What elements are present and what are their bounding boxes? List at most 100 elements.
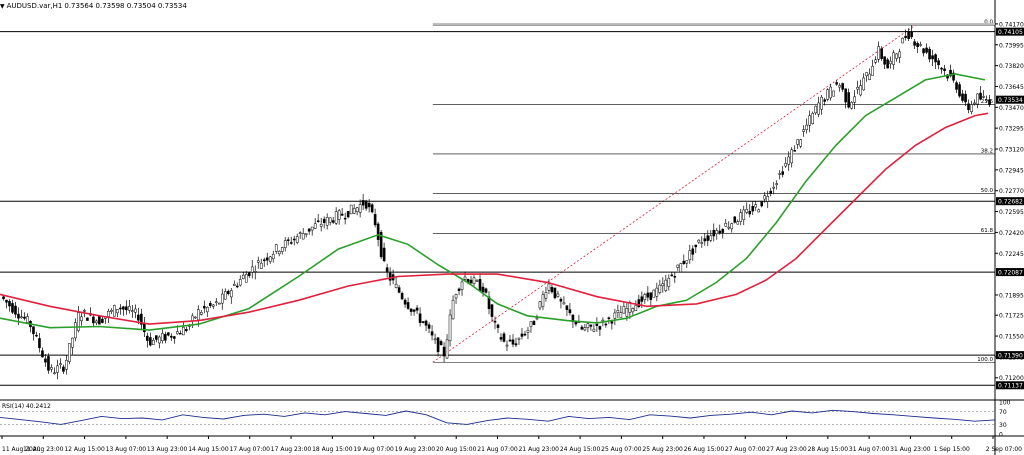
candle-body	[445, 339, 449, 359]
rsi-tick-label: 100	[999, 400, 1011, 407]
candle-body	[553, 287, 557, 299]
candle-body	[484, 288, 488, 293]
candle-body	[475, 280, 479, 282]
candle-body	[32, 326, 35, 335]
candle-body	[805, 124, 808, 130]
candle-body	[107, 311, 110, 317]
candle-body	[844, 88, 847, 103]
candle-body	[271, 254, 275, 260]
candle-body	[919, 44, 922, 46]
candle-body	[877, 46, 880, 60]
candle-body	[970, 104, 973, 112]
x-tick-label: 18 Aug 15:00	[312, 446, 353, 453]
candle-body	[454, 294, 458, 299]
x-tick-label: 1 Sep 15:00	[934, 446, 970, 453]
candle-body	[128, 306, 131, 311]
candle-body	[511, 339, 515, 345]
candle-body	[973, 102, 976, 105]
candle-body	[895, 53, 898, 59]
candle-body	[499, 337, 503, 340]
candle-body	[53, 372, 56, 374]
candle-body	[829, 86, 832, 99]
candle-body	[220, 293, 224, 304]
candle-body	[38, 338, 41, 349]
candle-body	[868, 73, 871, 80]
candle-body	[622, 306, 626, 314]
candle-body	[208, 302, 212, 306]
ohlc-values: 0.73564 0.73598 0.73504 0.73534	[64, 2, 187, 10]
candle-body	[439, 341, 443, 346]
y-tick-label: 0.73995	[999, 42, 1024, 49]
price-tag	[996, 268, 1024, 277]
candle-body	[68, 343, 71, 362]
candle-body	[964, 93, 967, 103]
candle-body	[526, 329, 530, 333]
candle-body	[451, 299, 455, 320]
candle-body	[505, 344, 509, 347]
candle-body	[11, 303, 14, 313]
candle-body	[967, 103, 970, 110]
candle-body	[901, 37, 904, 44]
rsi-label: RSI(14) 40.2412	[2, 403, 51, 410]
x-tick-label: 11 Aug 2020	[2, 446, 41, 453]
candle-body	[550, 286, 554, 293]
rsi-tick-label: 30	[999, 422, 1007, 429]
fib-level-label: 61.8	[981, 228, 994, 234]
candle-body	[119, 307, 122, 310]
candle-body	[71, 337, 74, 348]
candle-body	[595, 323, 599, 327]
candle-body	[340, 213, 344, 216]
candle-body	[197, 309, 200, 321]
candle-body	[98, 316, 101, 325]
y-tick-label: 0.71200	[999, 375, 1024, 382]
x-tick-label: 21 Aug 07:00	[477, 446, 518, 453]
price-tag-label: 0.73534	[998, 97, 1023, 104]
rsi-tick-label: 0	[999, 432, 1003, 439]
candle-body	[161, 333, 164, 342]
y-tick-label: 0.71895	[999, 292, 1024, 299]
x-tick-label: 12 Aug 15:00	[64, 446, 105, 453]
fib-level-label: 50.0	[981, 188, 994, 194]
candle-body	[319, 224, 323, 227]
triangle-down-icon[interactable]: ▼	[0, 2, 5, 10]
candle-body	[185, 328, 188, 331]
candle-body	[478, 279, 482, 291]
candle-body	[544, 292, 548, 299]
candle-body	[586, 323, 590, 328]
candle-body	[541, 294, 545, 307]
candle-body	[463, 276, 467, 280]
candle-body	[170, 335, 173, 338]
candle-body	[619, 312, 623, 318]
candle-body	[982, 96, 985, 98]
candle-body	[859, 85, 862, 96]
candle-body	[259, 262, 263, 269]
candle-body	[880, 48, 883, 59]
candle-body	[568, 309, 572, 314]
candle-body	[301, 233, 305, 240]
candle-body	[598, 326, 602, 330]
candle-body	[556, 293, 560, 297]
candle-body	[796, 139, 799, 145]
candle-body	[44, 358, 47, 363]
candle-body	[352, 208, 356, 214]
candle-body	[244, 274, 248, 283]
y-tick-label: 0.73120	[999, 147, 1024, 154]
candle-body	[316, 220, 320, 223]
x-tick-label: 31 Aug 07:00	[849, 446, 890, 453]
candle-body	[8, 301, 11, 307]
candle-body	[331, 220, 335, 223]
candle-body	[379, 231, 383, 258]
candle-body	[523, 333, 527, 336]
candle-body	[286, 239, 290, 241]
candle-body	[23, 316, 26, 319]
candle-body	[337, 210, 341, 220]
candle-body	[733, 216, 737, 223]
candle-body	[508, 339, 512, 342]
fib-level-label: 23.6	[981, 99, 994, 105]
candle-body	[502, 333, 506, 342]
x-tick-label: 19 Aug 23:00	[395, 446, 436, 453]
candle-body	[457, 288, 461, 291]
candle-body	[469, 279, 473, 284]
candle-body	[280, 247, 284, 252]
